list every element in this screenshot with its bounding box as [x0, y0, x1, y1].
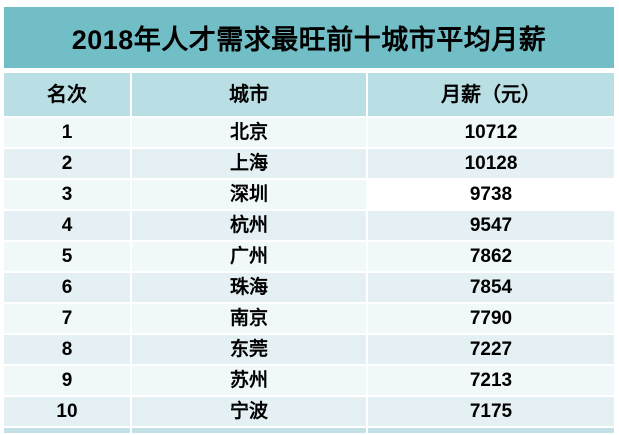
bottom-strip-segment — [132, 428, 366, 433]
rank-cell: 5 — [4, 242, 130, 271]
bottom-strip-segment — [4, 428, 130, 433]
salary-cell: 7862 — [368, 242, 614, 271]
city-cell: 上海 — [132, 149, 366, 178]
column-header-salary: 月薪（元） — [368, 73, 614, 116]
salary-cell: 7790 — [368, 304, 614, 333]
rank-cell: 4 — [4, 211, 130, 240]
rank-cell: 2 — [4, 149, 130, 178]
salary-cell: 7213 — [368, 366, 614, 395]
title-bar: 2018年人才需求最旺前十城市平均月薪 — [4, 7, 614, 68]
column-header-rank: 名次 — [4, 73, 130, 116]
salary-cell: 10128 — [368, 149, 614, 178]
city-cell: 深圳 — [132, 180, 366, 209]
city-cell: 苏州 — [132, 366, 366, 395]
bottom-strip-segment — [368, 428, 614, 433]
salary-cell: 9547 — [368, 211, 614, 240]
rank-cell: 3 — [4, 180, 130, 209]
salary-cell: 10712 — [368, 118, 614, 147]
city-cell: 东莞 — [132, 335, 366, 364]
rank-cell: 9 — [4, 366, 130, 395]
rank-cell: 8 — [4, 335, 130, 364]
rank-cell: 1 — [4, 118, 130, 147]
city-cell: 杭州 — [132, 211, 366, 240]
rank-cell: 7 — [4, 304, 130, 333]
city-cell: 北京 — [132, 118, 366, 147]
city-cell: 宁波 — [132, 397, 366, 426]
salary-cell: 7175 — [368, 397, 614, 426]
salary-cell: 7227 — [368, 335, 614, 364]
column-header-city: 城市 — [132, 73, 366, 116]
salary-cell-highlighted: 9738 — [368, 180, 614, 209]
city-cell: 广州 — [132, 242, 366, 271]
rank-cell: 10 — [4, 397, 130, 426]
salary-table-page: 2018年人才需求最旺前十城市平均月薪 名次 城市 月薪（元） 1 北京 107… — [4, 7, 614, 433]
city-cell: 南京 — [132, 304, 366, 333]
rank-cell: 6 — [4, 273, 130, 302]
salary-cell: 7854 — [368, 273, 614, 302]
salary-table: 名次 城市 月薪（元） 1 北京 10712 2 上海 10128 3 深圳 9… — [4, 73, 614, 433]
page-title: 2018年人才需求最旺前十城市平均月薪 — [71, 25, 547, 55]
city-cell: 珠海 — [132, 273, 366, 302]
